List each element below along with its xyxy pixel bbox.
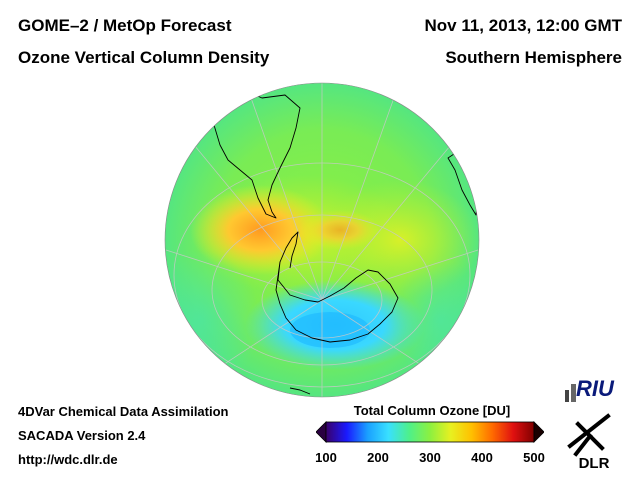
- footer-version: SACADA Version 2.4: [18, 428, 146, 443]
- dlr-logo: DLR: [567, 413, 611, 472]
- colorbar-tick-300: 300: [419, 450, 441, 465]
- riu-logo-text: RIU: [576, 376, 615, 401]
- colorbar-tick-500: 500: [523, 450, 545, 465]
- colorbar: [316, 421, 544, 443]
- header-hemisphere: Southern Hemisphere: [445, 48, 622, 67]
- colorbar-tick-100: 100: [315, 450, 337, 465]
- colorbar-over-arrow: [533, 421, 544, 443]
- header-date: Nov 11, 2013, 12:00 GMT: [424, 16, 623, 35]
- riu-logo: RIU: [565, 376, 615, 402]
- header-title-quantity: Ozone Vertical Column Density: [18, 48, 270, 67]
- footer-url: http://wdc.dlr.de: [18, 452, 118, 467]
- colorbar-tick-200: 200: [367, 450, 389, 465]
- header-title-instrument: GOME–2 / MetOp Forecast: [18, 16, 232, 35]
- colorbar-title: Total Column Ozone [DU]: [353, 403, 511, 418]
- colorbar-gradient: [325, 421, 535, 443]
- dlr-logo-text: DLR: [579, 455, 610, 472]
- colorbar-under-arrow: [316, 421, 327, 443]
- footer-method: 4DVar Chemical Data Assimilation: [18, 404, 229, 419]
- colorbar-tick-400: 400: [471, 450, 493, 465]
